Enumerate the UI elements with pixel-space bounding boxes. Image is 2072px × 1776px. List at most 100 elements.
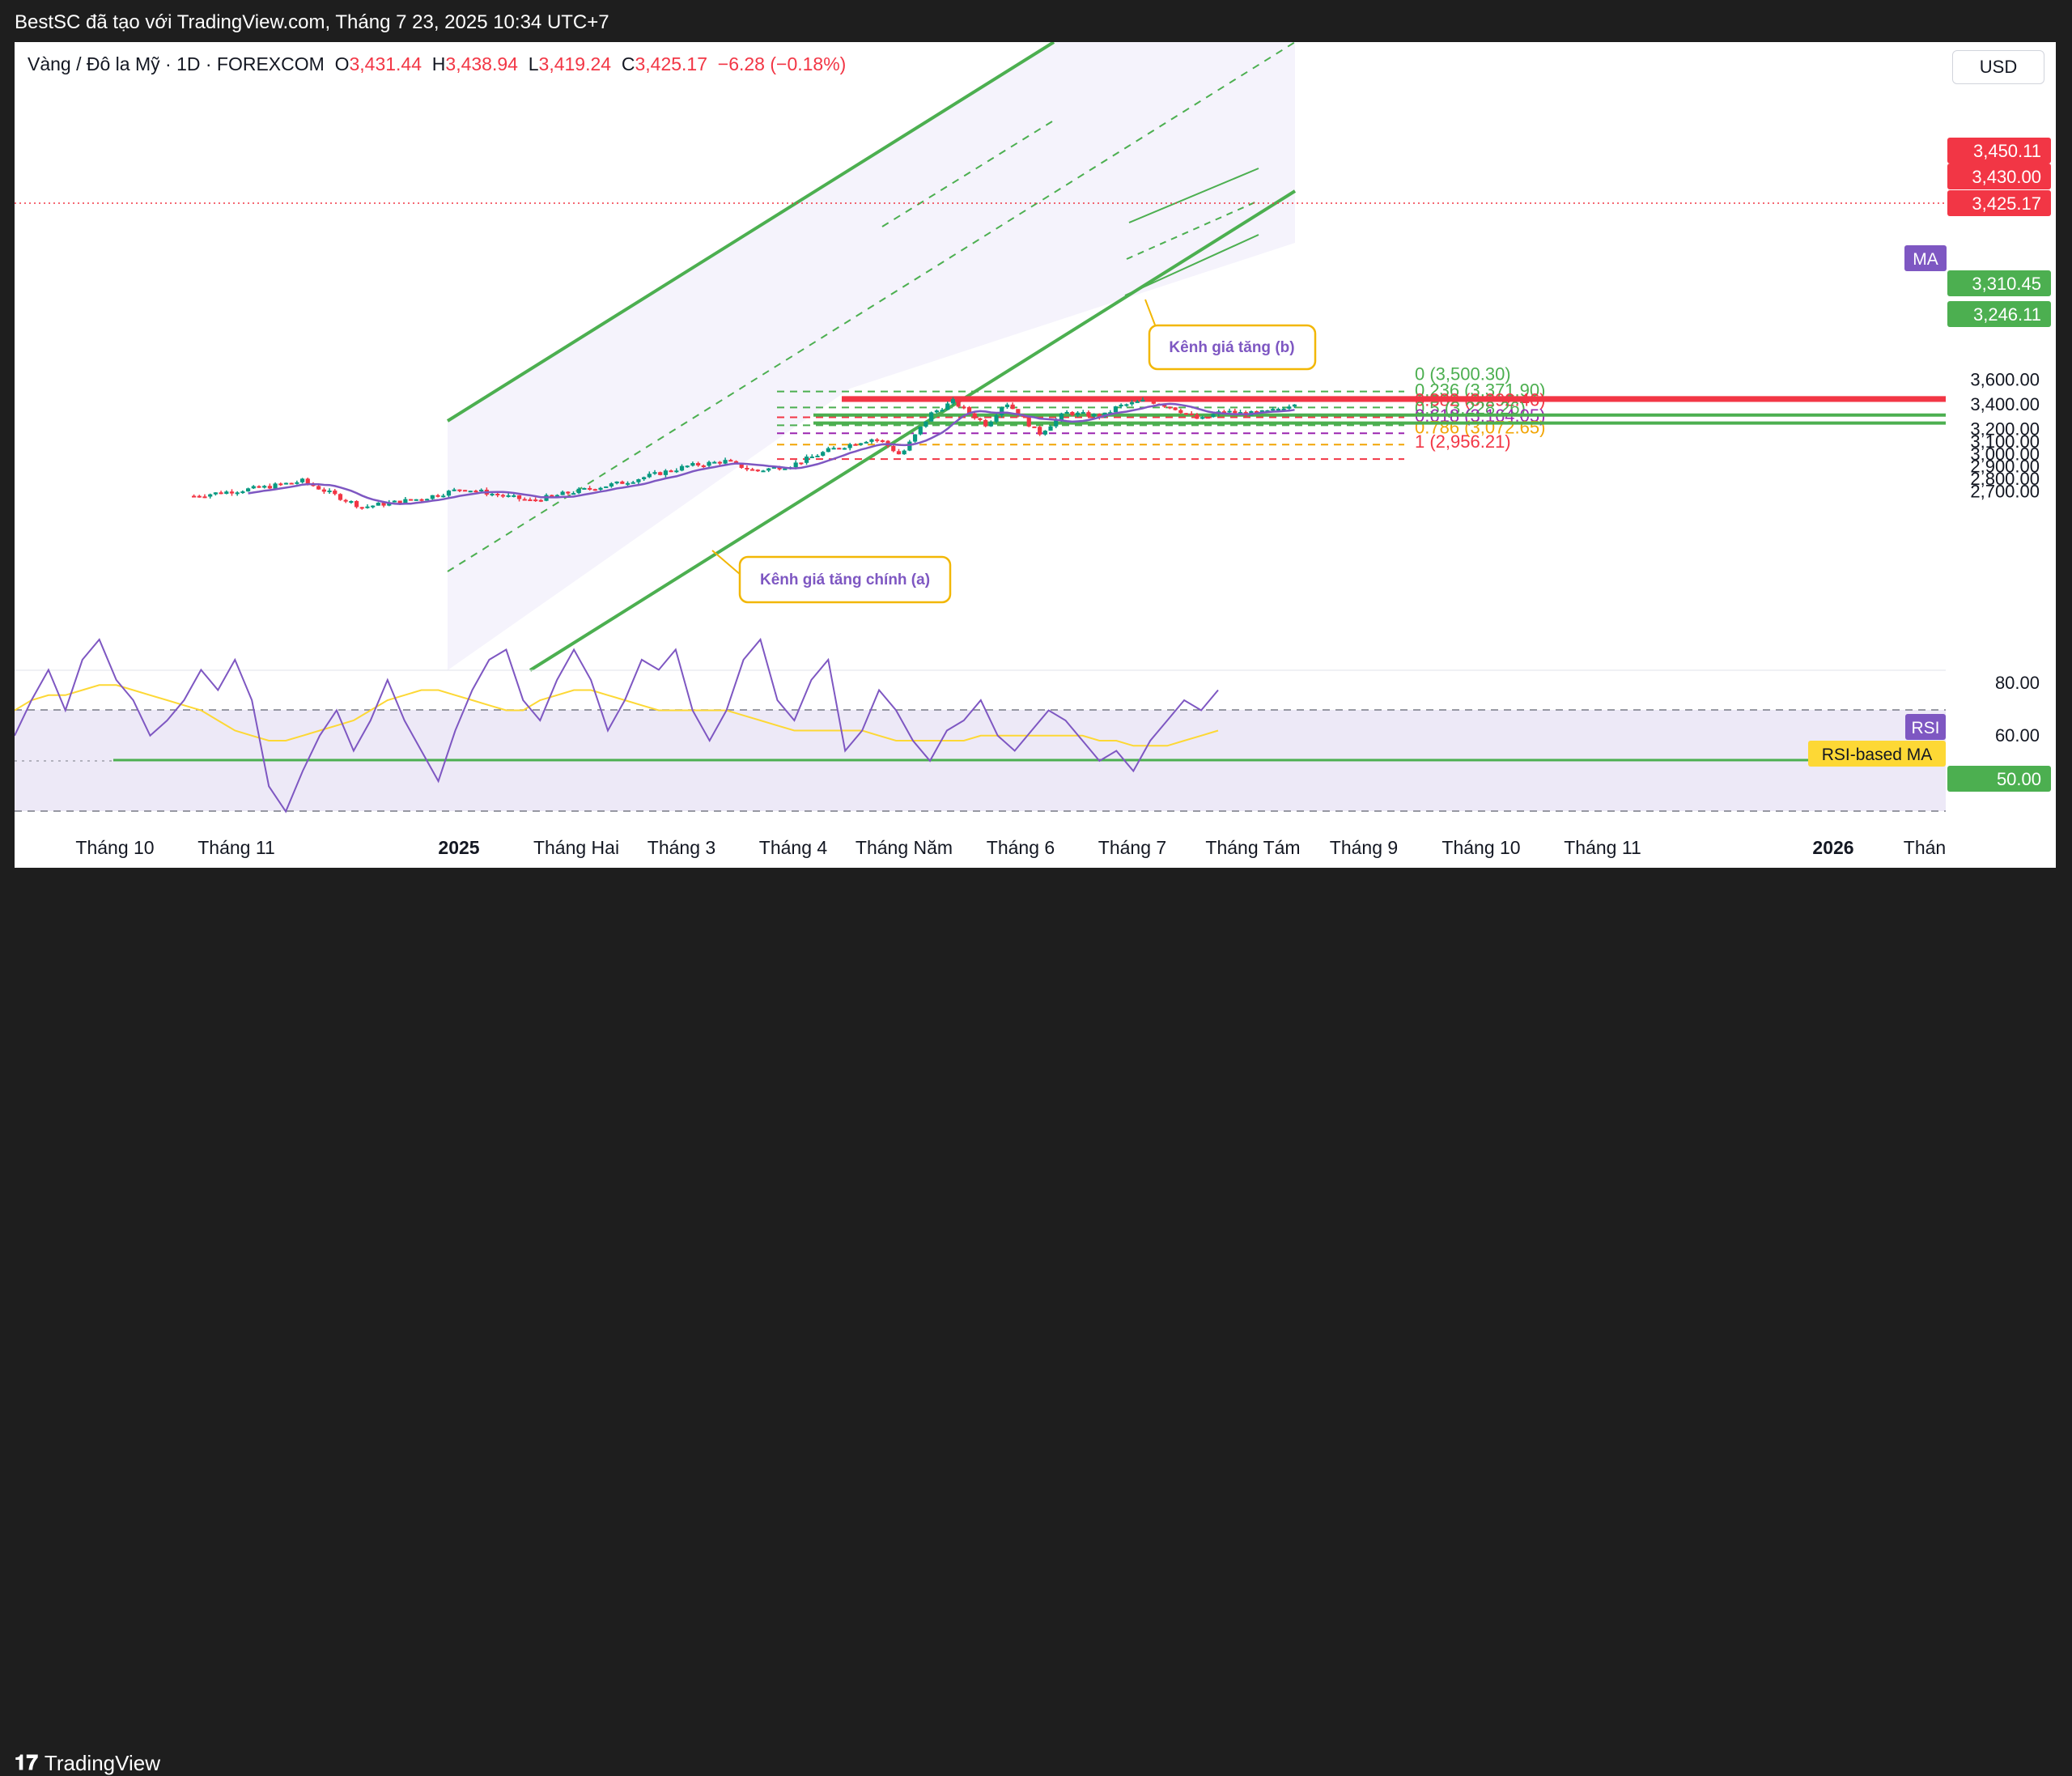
candle-body[interactable] (1113, 406, 1119, 413)
candle-body[interactable] (435, 495, 440, 497)
candle-body[interactable] (1183, 413, 1189, 415)
candle-body[interactable] (1032, 426, 1037, 428)
candle-body[interactable] (430, 495, 435, 499)
candle-body[interactable] (354, 501, 359, 508)
candle-body[interactable] (257, 486, 261, 488)
candle-body[interactable] (338, 494, 343, 500)
candle-body[interactable] (962, 406, 966, 409)
candle-body[interactable] (1162, 405, 1167, 407)
candle-body[interactable] (923, 421, 928, 427)
candle-body[interactable] (1016, 409, 1021, 416)
candle-body[interactable] (550, 495, 554, 497)
candle-body[interactable] (295, 482, 299, 484)
candle-body[interactable] (1119, 404, 1123, 407)
candle-body[interactable] (506, 495, 511, 497)
candle-body[interactable] (267, 486, 272, 489)
candle-body[interactable] (251, 486, 256, 489)
candle-body[interactable] (604, 486, 609, 488)
rsi-line[interactable] (15, 637, 1219, 814)
candle-body[interactable] (512, 495, 516, 497)
candle-body[interactable] (766, 468, 771, 471)
candle-body[interactable] (1000, 407, 1004, 416)
candle-body[interactable] (940, 410, 945, 412)
candle-body[interactable] (522, 499, 527, 501)
candle-body[interactable] (690, 463, 695, 466)
candle-body[interactable] (403, 499, 408, 504)
candle-body[interactable] (425, 499, 430, 501)
candle-body[interactable] (1189, 413, 1194, 415)
candle-body[interactable] (1276, 409, 1280, 411)
candle-body[interactable] (712, 461, 717, 464)
candle-body[interactable] (739, 462, 744, 469)
candle-body[interactable] (636, 479, 641, 482)
candle-body[interactable] (1038, 427, 1042, 435)
channel-b-lower-line[interactable] (1124, 234, 1259, 296)
candle-body[interactable] (273, 483, 278, 489)
candle-body[interactable] (696, 463, 701, 466)
candle-body[interactable] (875, 439, 880, 441)
candle-body[interactable] (192, 495, 197, 498)
candle-body[interactable] (663, 470, 669, 475)
candle-body[interactable] (864, 441, 868, 444)
candle-body[interactable] (592, 489, 597, 491)
candle-body[interactable] (1026, 417, 1031, 427)
candle-body[interactable] (679, 465, 685, 471)
candle-body[interactable] (1255, 410, 1259, 413)
candle-body[interactable] (749, 469, 755, 471)
candle-body[interactable] (669, 470, 673, 473)
candle-body[interactable] (495, 493, 500, 495)
candle-body[interactable] (343, 499, 348, 502)
candle-body[interactable] (907, 441, 912, 451)
candle-body[interactable] (1010, 404, 1015, 410)
candle-body[interactable] (446, 491, 452, 496)
candle-body[interactable] (837, 448, 842, 450)
candle-body[interactable] (588, 487, 592, 490)
candle-body[interactable] (197, 495, 202, 498)
candle-body[interactable] (988, 421, 993, 427)
candle-body[interactable] (701, 465, 706, 468)
candle-body[interactable] (479, 489, 484, 491)
candle-body[interactable] (978, 418, 983, 420)
candle-body[interactable] (1167, 406, 1173, 409)
rsi-ma-badge[interactable] (1808, 741, 1946, 767)
candle-body[interactable] (620, 481, 625, 484)
candle-body[interactable] (245, 488, 251, 492)
candle-body[interactable] (1173, 407, 1178, 410)
candle-body[interactable] (912, 434, 918, 442)
tradingview-brand[interactable]: 𝟏𝟕 TradingView (15, 1750, 160, 1776)
candle-body[interactable] (441, 495, 446, 498)
candle-body[interactable] (783, 468, 788, 470)
candle-body[interactable] (983, 419, 988, 427)
candle-body[interactable] (799, 462, 804, 465)
candle-body[interactable] (1205, 417, 1210, 419)
candle-body[interactable] (1124, 404, 1129, 406)
candle-body[interactable] (381, 503, 386, 506)
currency-button[interactable]: USD (1952, 50, 2044, 84)
candle-body[interactable] (891, 445, 896, 452)
candle-body[interactable] (853, 444, 858, 446)
candle-body[interactable] (847, 444, 852, 448)
candle-body[interactable] (1075, 412, 1081, 415)
candle-body[interactable] (1135, 401, 1140, 403)
candle-body[interactable] (966, 406, 972, 414)
candle-body[interactable] (858, 443, 864, 445)
candle-body[interactable] (831, 448, 836, 450)
candle-body[interactable] (929, 412, 934, 422)
candle-body[interactable] (419, 499, 424, 501)
candle-body[interactable] (745, 468, 749, 470)
candle-body[interactable] (333, 491, 338, 495)
channel-a-upper-line[interactable] (446, 42, 1055, 423)
symbol-legend[interactable]: Vàng / Đô la Mỹ · 1D · FOREXCOM O3,431.4… (28, 53, 846, 75)
candle-body[interactable] (707, 461, 711, 466)
candle-body[interactable] (582, 487, 587, 490)
candle-body[interactable] (528, 499, 533, 502)
candle-body[interactable] (793, 462, 798, 468)
candle-body[interactable] (609, 483, 614, 486)
candle-body[interactable] (576, 488, 581, 494)
candle-body[interactable] (452, 489, 456, 491)
annotation-channel-b[interactable]: Kênh giá tăng (b) (1144, 299, 1317, 371)
candle-body[interactable] (414, 499, 418, 501)
candle-body[interactable] (1211, 414, 1216, 418)
candle-body[interactable] (359, 507, 364, 509)
channel-b-upper-line[interactable] (1128, 168, 1259, 223)
